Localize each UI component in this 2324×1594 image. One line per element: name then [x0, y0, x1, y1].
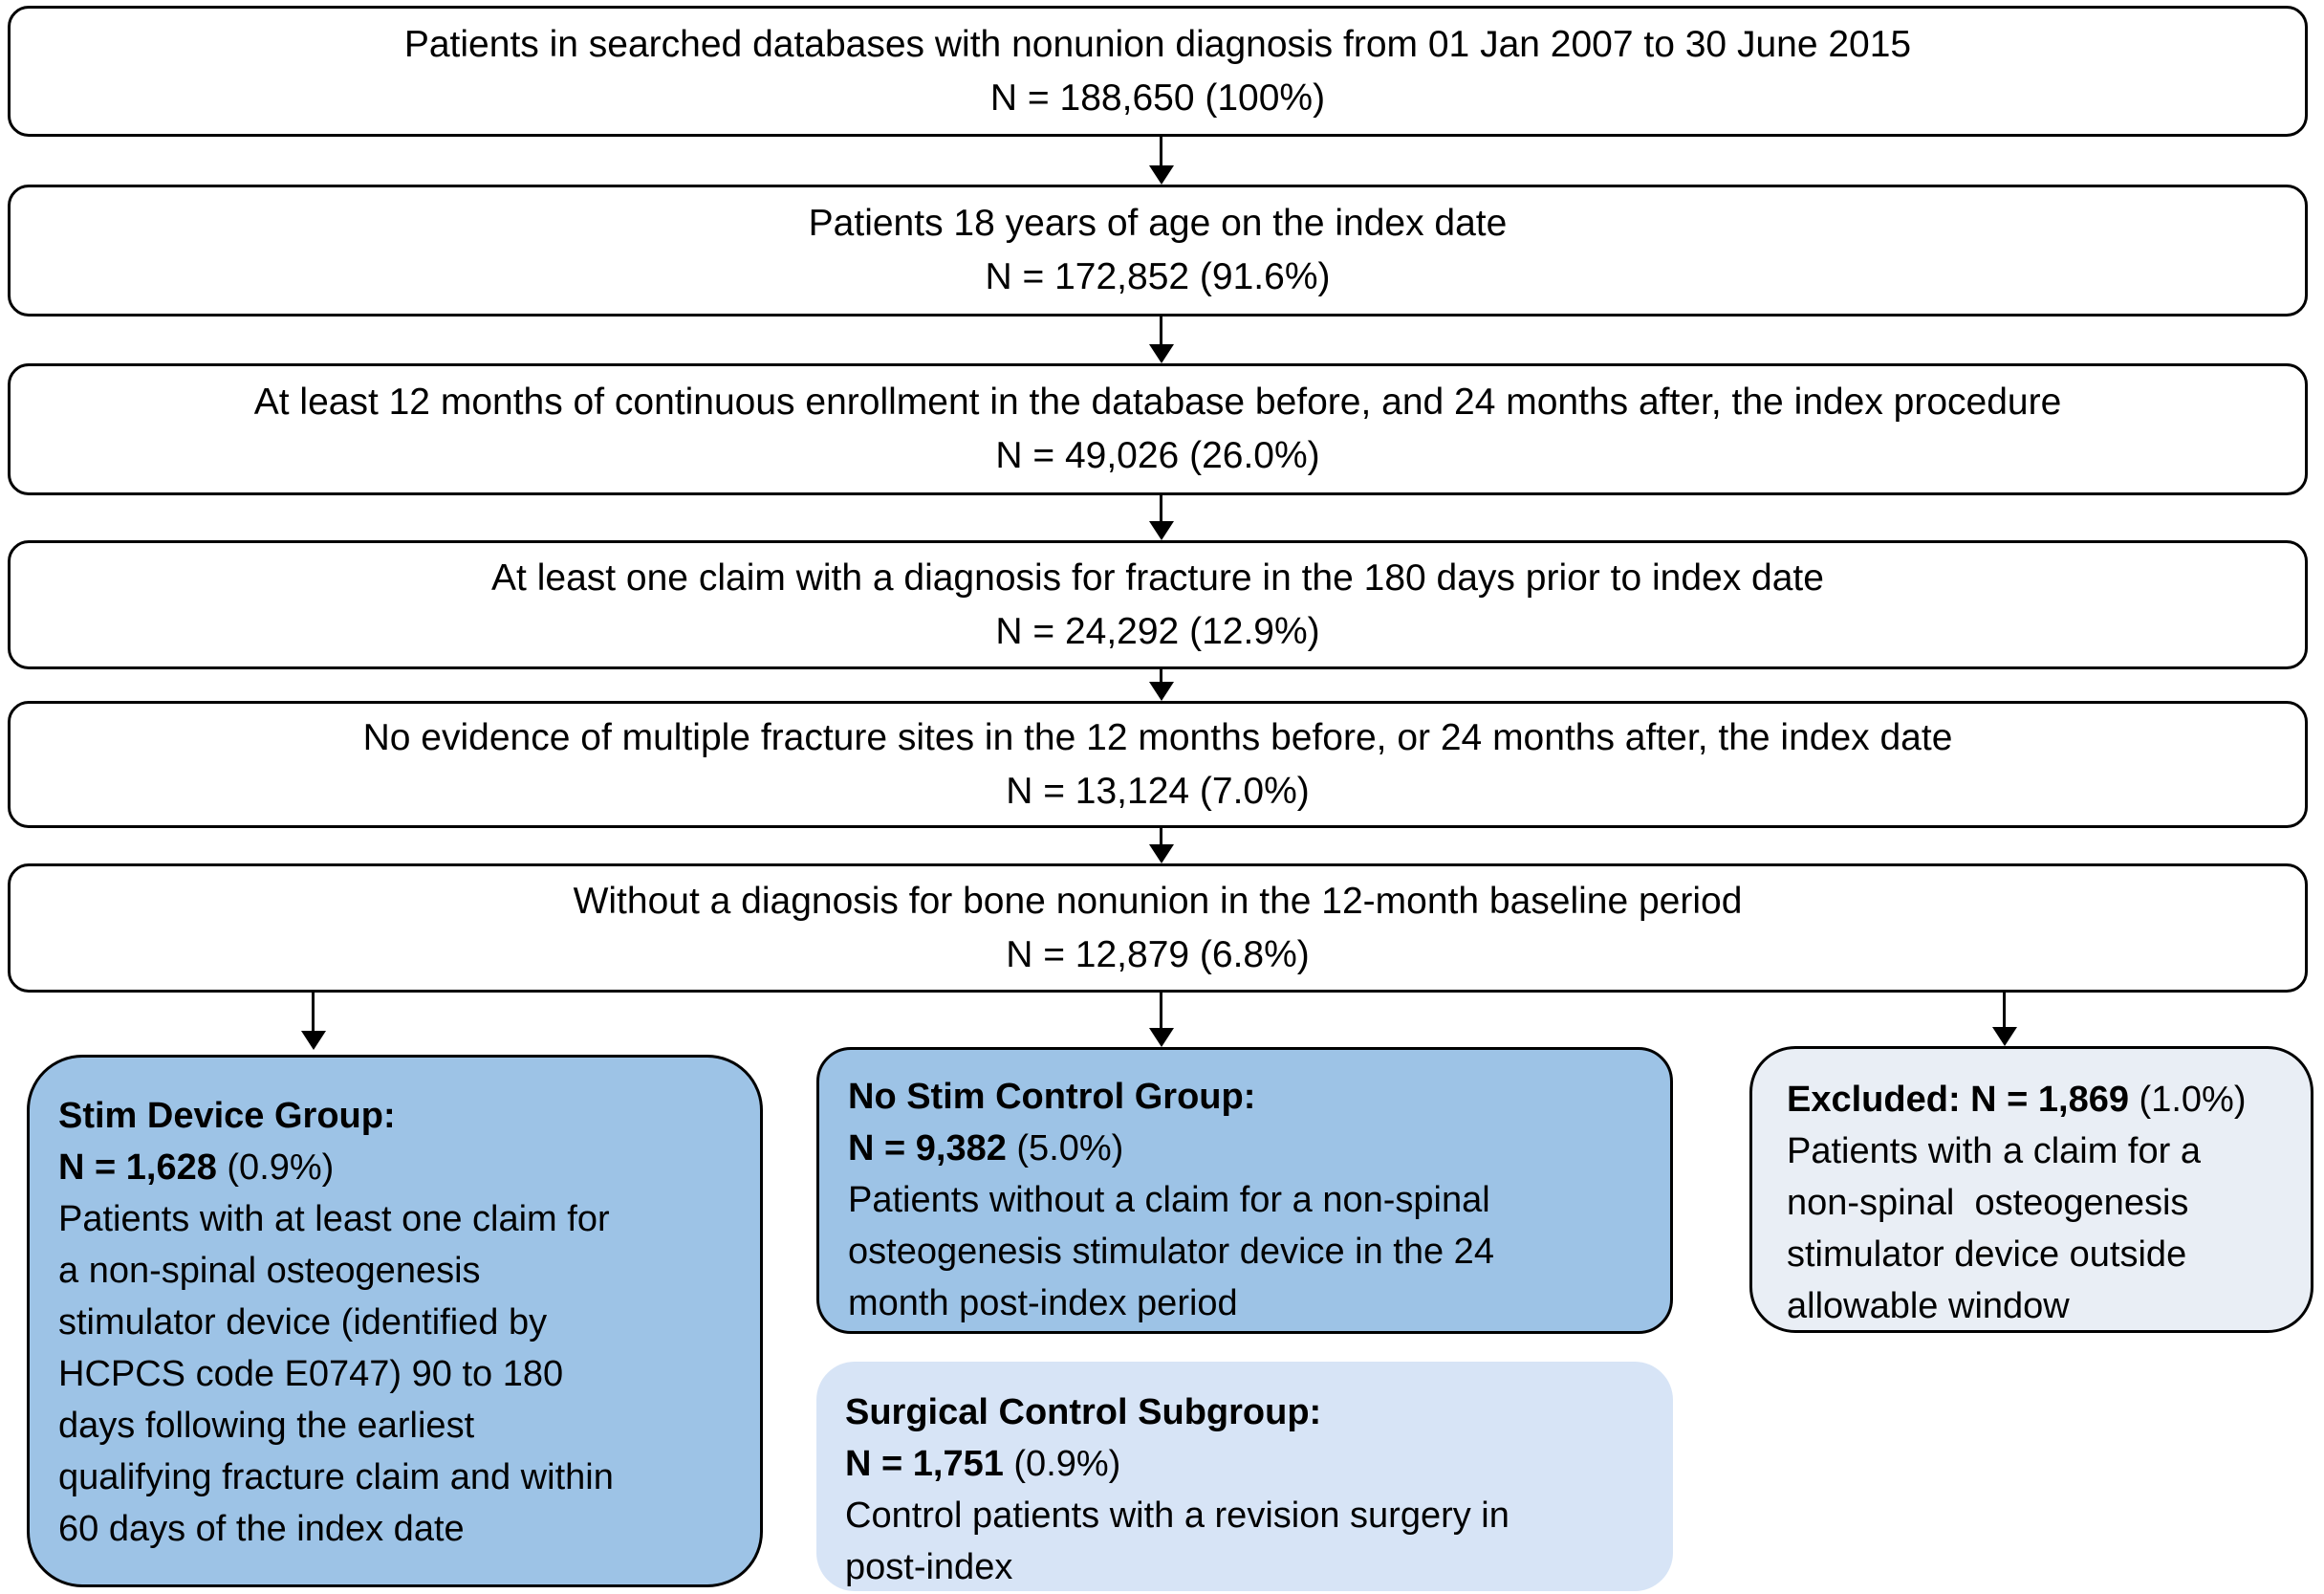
flow-step-5-count: N = 13,124 (7.0%): [1006, 770, 1310, 812]
excluded-description: Patients with a claim for a non-spinal o…: [1787, 1131, 2201, 1326]
stim-device-group-n: N = 1,628: [58, 1147, 217, 1188]
flow-step-6-count: N = 12,879 (6.8%): [1006, 933, 1310, 975]
arrow-stem: [1160, 495, 1162, 522]
arrow-head: [1992, 1027, 2017, 1046]
surgical-control-subgroup-n: N = 1,751: [845, 1444, 1004, 1484]
no-stim-control-group-description: Patients without a claim for a non-spina…: [848, 1180, 1494, 1323]
stim-device-group-count: N = 1,628 (0.9%): [58, 1142, 733, 1193]
no-stim-control-group-box: No Stim Control Group: N = 9,382 (5.0%) …: [816, 1047, 1673, 1334]
excluded-pct: (1.0%): [2129, 1080, 2247, 1120]
surgical-control-subgroup-count: N = 1,751 (0.9%): [845, 1438, 1646, 1490]
flow-step-6-text: Without a diagnosis for bone nonunion in…: [573, 880, 1743, 922]
no-stim-control-group-n: N = 9,382: [848, 1128, 1007, 1168]
arrow-head: [1149, 165, 1174, 185]
stim-device-group-pct: (0.9%): [216, 1147, 335, 1188]
flow-step-5-box: No evidence of multiple fracture sites i…: [8, 701, 2308, 828]
arrow-stem: [312, 993, 315, 1032]
flow-step-1-box: Patients in searched databases with nonu…: [8, 6, 2308, 137]
flow-step-3-text: At least 12 months of continuous enrollm…: [253, 382, 2062, 423]
stim-device-group-box: Stim Device Group: N = 1,628 (0.9%) Pati…: [27, 1055, 763, 1587]
flow-step-3-count: N = 49,026 (26.0%): [995, 435, 1320, 476]
flow-step-1-text: Patients in searched databases with nonu…: [403, 23, 1912, 65]
arrow-head: [1149, 682, 1174, 701]
flow-step-2-text: Patients 18 years of age on the index da…: [808, 203, 1508, 244]
flow-step-4-text: At least one claim with a diagnosis for …: [491, 557, 1824, 599]
excluded-n: Excluded: N = 1,869: [1787, 1080, 2129, 1120]
arrow-head: [301, 1031, 326, 1050]
arrow-stem: [1160, 993, 1162, 1029]
flow-step-5-text: No evidence of multiple fracture sites i…: [362, 716, 1953, 758]
arrow-stem: [1160, 317, 1162, 345]
flow-step-2-count: N = 172,852 (91.6%): [985, 256, 1331, 297]
flow-step-6-box: Without a diagnosis for bone nonunion in…: [8, 863, 2308, 993]
arrow-head: [1149, 344, 1174, 363]
arrow-head: [1149, 521, 1174, 540]
no-stim-control-group-count: N = 9,382 (5.0%): [848, 1123, 1643, 1174]
no-stim-control-group-pct: (5.0%): [1006, 1128, 1124, 1168]
flow-step-1-count: N = 188,650 (100%): [989, 76, 1326, 119]
arrow-head: [1149, 844, 1174, 863]
excluded-title-line: Excluded: N = 1,869 (1.0%): [1787, 1074, 2288, 1125]
arrow-stem: [1160, 137, 1162, 166]
arrow-stem: [1160, 669, 1162, 683]
flow-step-4-count: N = 24,292 (12.9%): [995, 610, 1320, 652]
arrow-stem: [2003, 993, 2006, 1028]
surgical-control-subgroup-box: Surgical Control Subgroup: N = 1,751 (0.…: [816, 1362, 1673, 1591]
surgical-control-subgroup-description: Control patients with a revision surgery…: [845, 1496, 1510, 1587]
arrow-head: [1149, 1028, 1174, 1047]
surgical-control-subgroup-pct: (0.9%): [1003, 1444, 1121, 1484]
excluded-box: Excluded: N = 1,869 (1.0%) Patients with…: [1749, 1046, 2313, 1333]
flow-step-2-box: Patients 18 years of age on the index da…: [8, 185, 2308, 317]
surgical-control-subgroup-title: Surgical Control Subgroup:: [845, 1392, 1322, 1432]
arrow-stem: [1160, 828, 1162, 845]
stim-device-group-description: Patients with at least one claim for a n…: [58, 1199, 614, 1549]
flow-step-3-box: At least 12 months of continuous enrollm…: [8, 363, 2308, 495]
no-stim-control-group-title: No Stim Control Group:: [848, 1077, 1256, 1117]
stim-device-group-title: Stim Device Group:: [58, 1096, 396, 1136]
flow-step-4-box: At least one claim with a diagnosis for …: [8, 540, 2308, 669]
